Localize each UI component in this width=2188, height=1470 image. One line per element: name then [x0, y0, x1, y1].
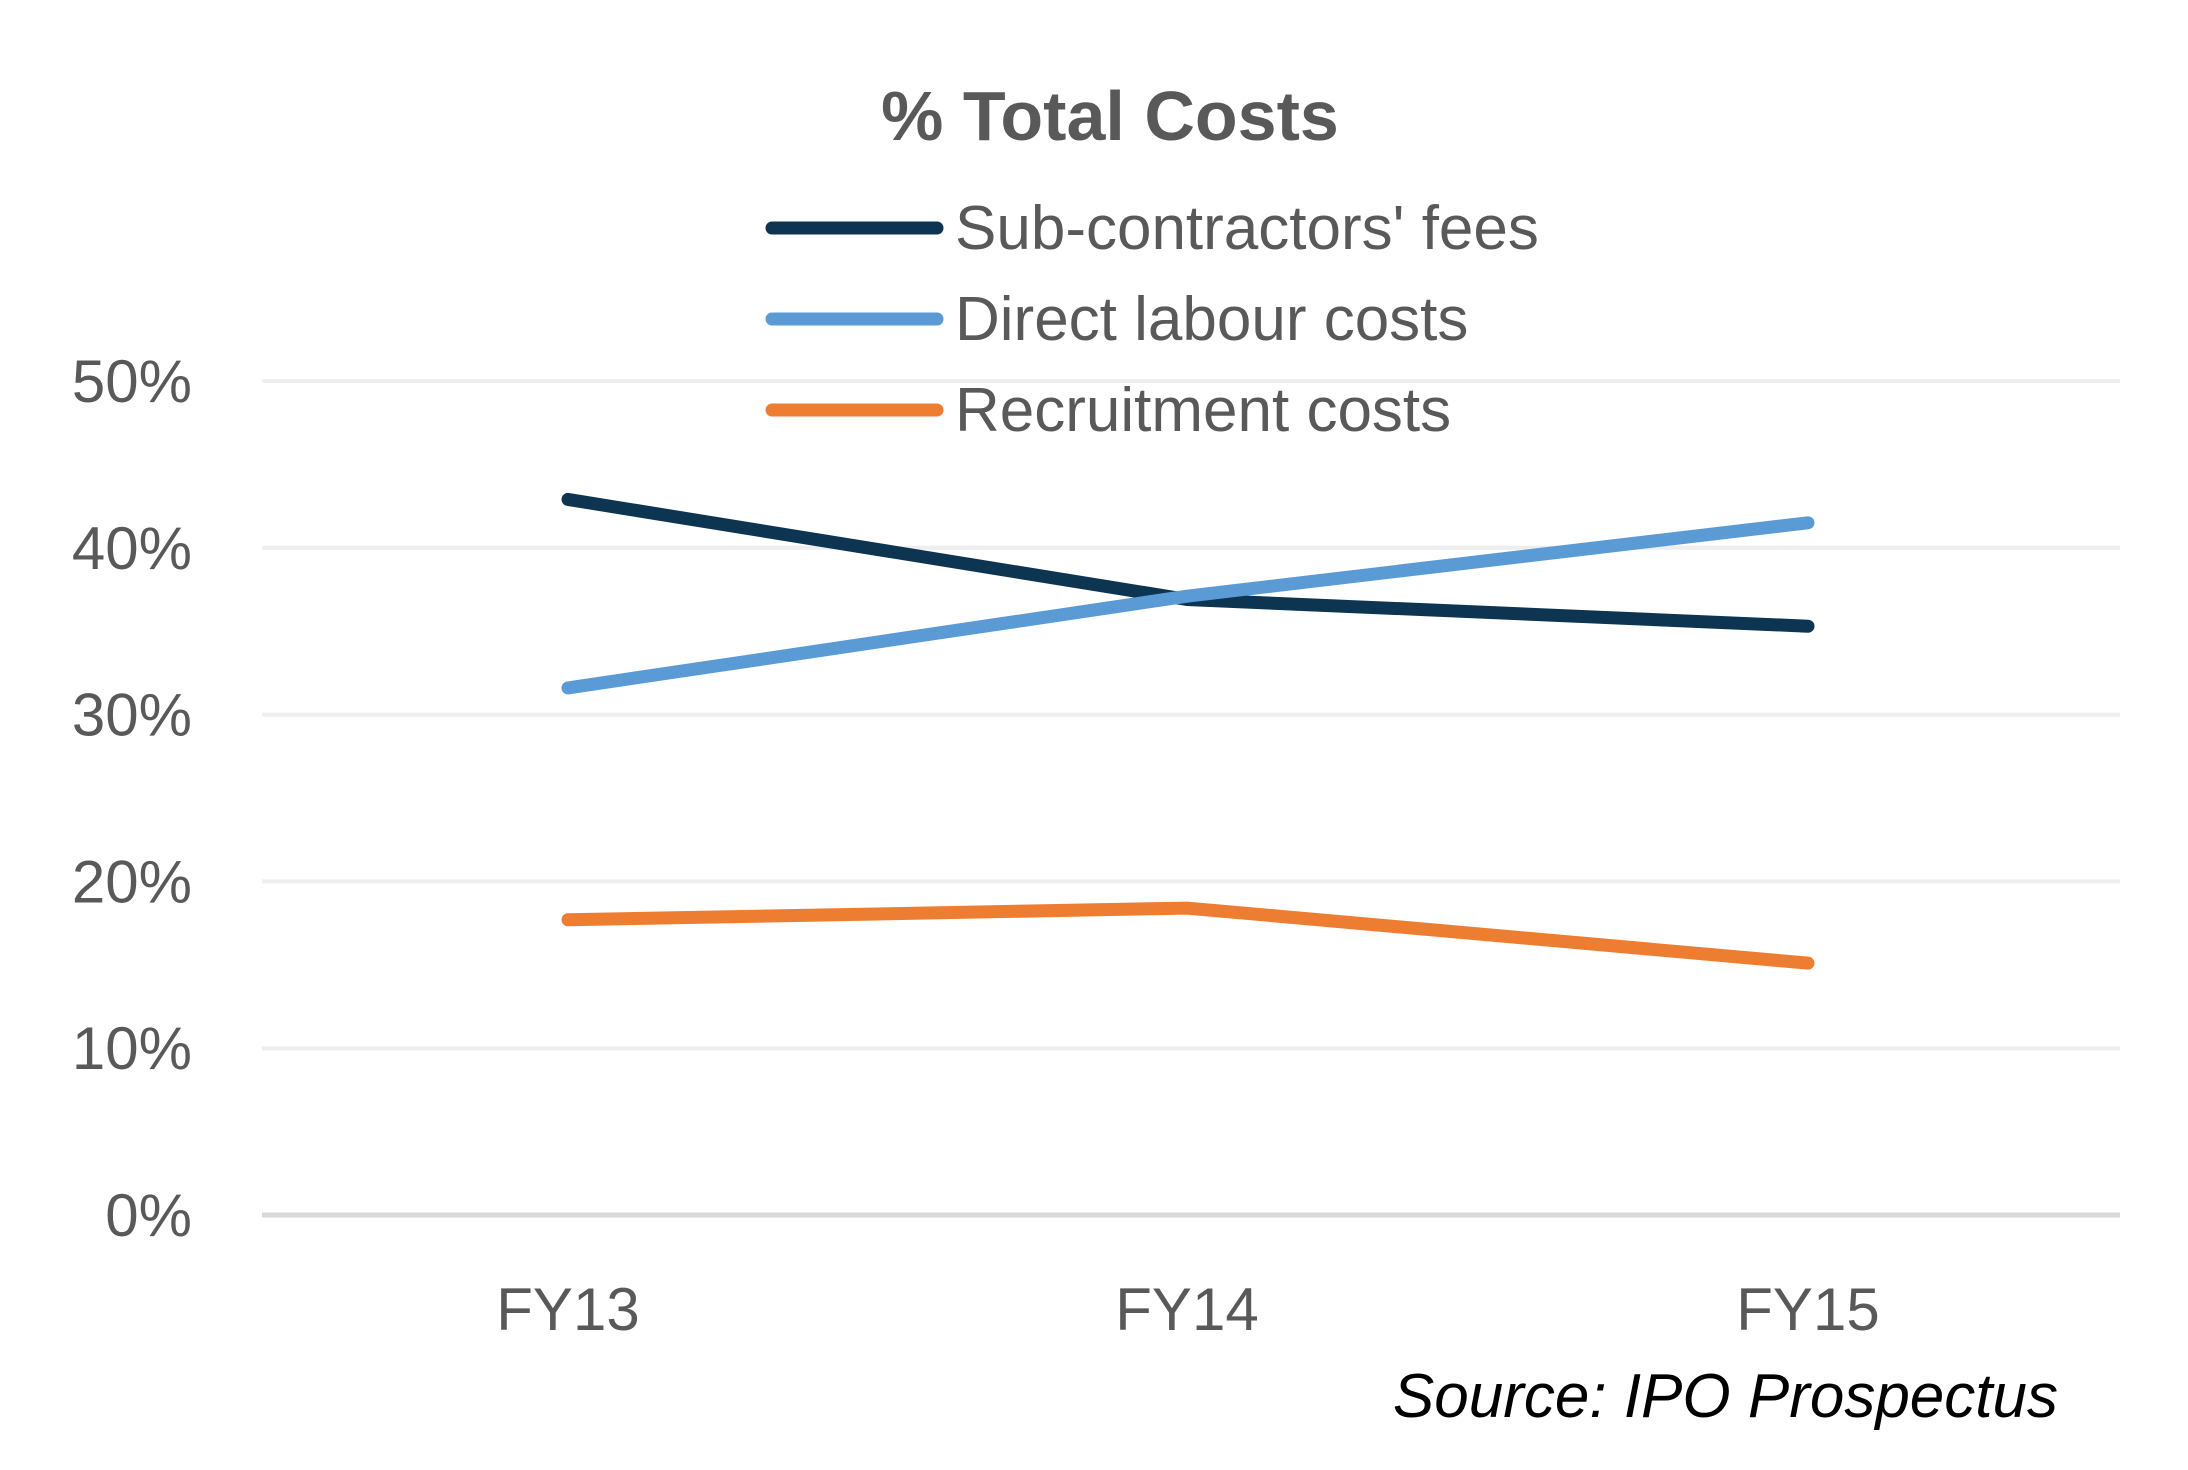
- series-line-2: [561, 516, 1815, 695]
- y-tick-label: 40%: [72, 515, 192, 582]
- y-tick-label: 10%: [72, 1015, 192, 1082]
- y-axis-ticks: 0% 10% 20% 30% 40% 50%: [72, 348, 192, 1249]
- y-tick-label: 30%: [72, 682, 192, 749]
- legend-item: Direct labour costs: [765, 285, 1468, 354]
- legend-label: Sub-contractors' fees: [955, 194, 1539, 263]
- chart-title: % Total Costs: [881, 77, 1339, 155]
- legend-item: Sub-contractors' fees: [765, 194, 1539, 263]
- source-annotation: Source: IPO Prospectus: [1393, 1362, 2058, 1431]
- series-lines: [561, 492, 1815, 970]
- gridlines: [262, 379, 2120, 1218]
- legend: Sub-contractors' fees Direct labour costs…: [765, 194, 1539, 445]
- y-tick-label: 50%: [72, 348, 192, 415]
- x-tick-label: FY14: [1115, 1276, 1258, 1343]
- legend-item: Recruitment costs: [765, 376, 1451, 445]
- y-tick-label: 20%: [72, 848, 192, 915]
- series-line-1: [561, 492, 1815, 633]
- legend-label: Direct labour costs: [955, 285, 1468, 354]
- x-axis-ticks: FY13 FY14 FY15: [496, 1276, 1879, 1343]
- y-tick-label: 0%: [105, 1182, 192, 1249]
- legend-label: Recruitment costs: [955, 376, 1451, 445]
- x-tick-label: FY13: [496, 1276, 639, 1343]
- x-tick-label: FY15: [1736, 1276, 1879, 1343]
- series-line-3: [561, 901, 1815, 970]
